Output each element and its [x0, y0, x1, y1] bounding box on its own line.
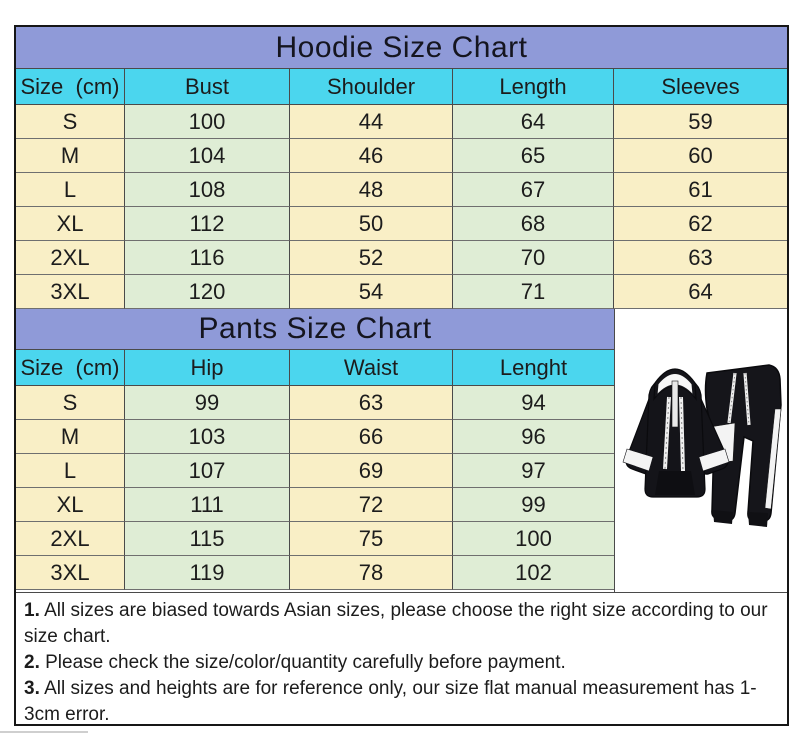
- measurement-cell: 64: [614, 275, 787, 309]
- measurement-cell: 100: [125, 105, 290, 139]
- size-label-cell: 3XL: [16, 556, 125, 590]
- measurement-cell: 97: [453, 454, 614, 488]
- note-line: 3. All sizes and heights are for referen…: [24, 676, 779, 728]
- measurement-cell: 104: [125, 139, 290, 173]
- measurement-cell: 70: [453, 241, 614, 275]
- measurement-cell: 71: [453, 275, 614, 309]
- column-header: Sleeves: [614, 69, 787, 105]
- measurement-cell: 52: [290, 241, 453, 275]
- measurement-cell: 115: [125, 522, 290, 556]
- measurement-cell: 94: [453, 386, 614, 420]
- column-header: Length: [453, 69, 614, 105]
- measurement-cell: 60: [614, 139, 787, 173]
- measurement-cell: 78: [290, 556, 453, 590]
- note-number: 1.: [24, 600, 40, 621]
- measurement-cell: 66: [290, 420, 453, 454]
- size-label-cell: S: [16, 386, 125, 420]
- column-header: Lenght: [453, 350, 614, 386]
- measurement-cell: 119: [125, 556, 290, 590]
- measurement-cell: 107: [125, 454, 290, 488]
- measurement-cell: 75: [290, 522, 453, 556]
- column-header: Hip: [125, 350, 290, 386]
- measurement-cell: 63: [290, 386, 453, 420]
- measurement-cell: 108: [125, 173, 290, 207]
- measurement-cell: 99: [453, 488, 614, 522]
- column-header: Size (cm): [16, 69, 125, 105]
- measurement-cell: 65: [453, 139, 614, 173]
- size-label-cell: L: [16, 173, 125, 207]
- measurement-cell: 100: [453, 522, 614, 556]
- size-label-cell: S: [16, 105, 125, 139]
- measurement-cell: 62: [614, 207, 787, 241]
- note-number: 2.: [24, 652, 40, 673]
- measurement-cell: 99: [125, 386, 290, 420]
- measurement-cell: 46: [290, 139, 453, 173]
- measurement-cell: 50: [290, 207, 453, 241]
- measurement-cell: 64: [453, 105, 614, 139]
- measurement-cell: 72: [290, 488, 453, 522]
- tracksuit-illustration: [622, 364, 782, 527]
- measurement-cell: 112: [125, 207, 290, 241]
- measurement-cell: 68: [453, 207, 614, 241]
- size-label-cell: M: [16, 420, 125, 454]
- measurement-cell: 67: [453, 173, 614, 207]
- pants-section: Pants Size Chart Size (cm) Hip Waist Lenght…: [16, 309, 787, 592]
- measurement-cell: 102: [453, 556, 614, 590]
- note-text: Please check the size/color/quantity car…: [39, 652, 566, 673]
- measurement-cell: 61: [614, 173, 787, 207]
- size-label-cell: XL: [16, 207, 125, 241]
- hoodie-illustration: [622, 368, 730, 498]
- notes-box: 1. All sizes are biased towards Asian si…: [16, 592, 787, 725]
- column-header: Bust: [125, 69, 290, 105]
- measurement-cell: 59: [614, 105, 787, 139]
- pants-illustration: [704, 364, 782, 527]
- hoodie-chart-title: Hoodie Size Chart: [16, 27, 787, 69]
- product-photo: [614, 309, 787, 592]
- column-header: Size (cm): [16, 350, 125, 386]
- note-text: All sizes and heights are for reference …: [24, 678, 757, 725]
- note-number: 3.: [24, 678, 40, 699]
- measurement-cell: 48: [290, 173, 453, 207]
- note-line: 2. Please check the size/color/quantity …: [24, 650, 779, 676]
- note-line: 1. All sizes are biased towards Asian si…: [24, 598, 779, 650]
- pants-chart-title: Pants Size Chart: [16, 309, 614, 350]
- measurement-cell: 69: [290, 454, 453, 488]
- measurement-cell: 120: [125, 275, 290, 309]
- size-label-cell: 3XL: [16, 275, 125, 309]
- pants-table-area: Pants Size Chart Size (cm) Hip Waist Lenght…: [16, 309, 614, 592]
- measurement-cell: 103: [125, 420, 290, 454]
- size-label-cell: 2XL: [16, 241, 125, 275]
- size-label-cell: 2XL: [16, 522, 125, 556]
- hoodie-size-table: Size (cm) Bust Shoulder Length Sleeves S 100 44…: [16, 69, 787, 309]
- column-header: Waist: [290, 350, 453, 386]
- size-label-cell: XL: [16, 488, 125, 522]
- pants-size-table: Size (cm) Hip Waist Lenght S 99 63 94 M 103 66 96 L 1…: [16, 350, 614, 590]
- size-label-cell: M: [16, 139, 125, 173]
- size-chart-sheet: Hoodie Size Chart Size (cm) Bust Shoulder L…: [14, 25, 789, 726]
- measurement-cell: 54: [290, 275, 453, 309]
- measurement-cell: 111: [125, 488, 290, 522]
- size-label-cell: L: [16, 454, 125, 488]
- measurement-cell: 116: [125, 241, 290, 275]
- measurement-cell: 63: [614, 241, 787, 275]
- scan-artifact-line: [0, 731, 88, 733]
- measurement-cell: 44: [290, 105, 453, 139]
- note-text: All sizes are biased towards Asian sizes…: [24, 600, 768, 647]
- measurement-cell: 96: [453, 420, 614, 454]
- column-header: Shoulder: [290, 69, 453, 105]
